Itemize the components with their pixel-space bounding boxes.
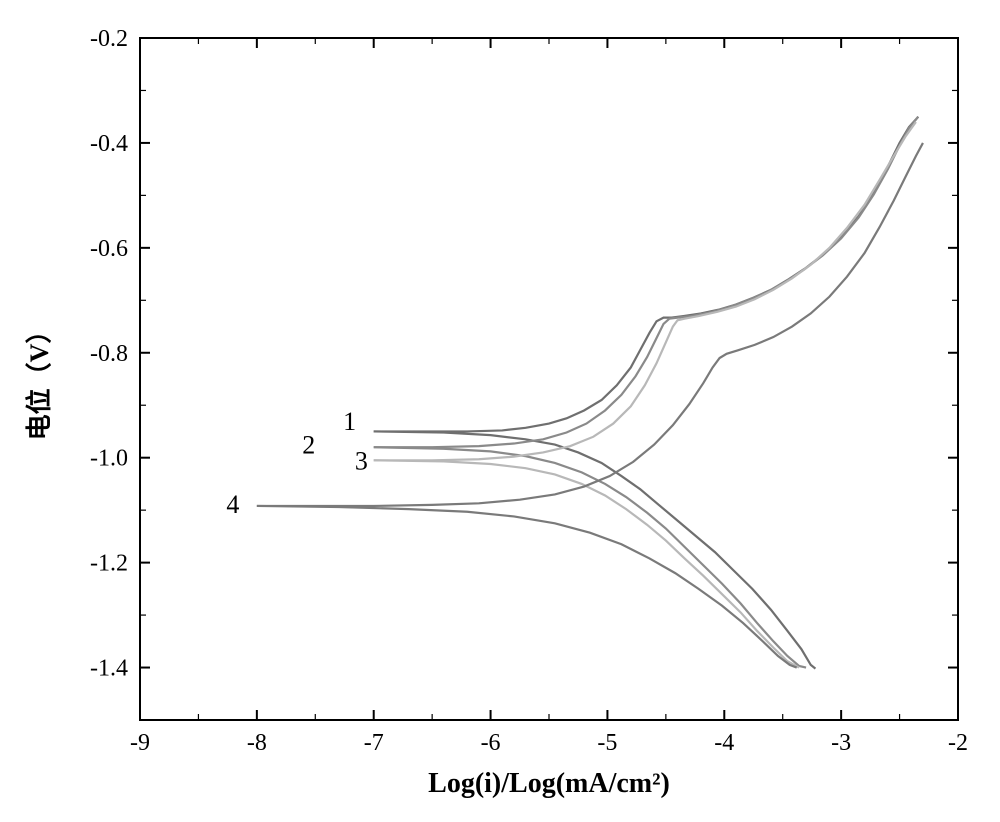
y-tick-label: -0.6: [90, 236, 128, 262]
y-tick-label: -1.2: [90, 551, 128, 577]
y-tick-label: -0.2: [90, 26, 128, 52]
y-tick-label: -0.8: [90, 341, 128, 367]
y-tick-label: -1.0: [90, 446, 128, 472]
x-tick-label: -5: [597, 730, 617, 756]
tafel-plot: -9 -8 -7 -6 -5 -4 -3 -2 -0.2 -0.4 -0.6 -0.8 -1.0 -1.…: [0, 0, 1000, 822]
y-tick-label: -1.4: [90, 656, 128, 682]
series-1: [374, 431, 816, 668]
series-label-3: 3: [355, 446, 368, 475]
x-tick-label: -4: [714, 730, 734, 756]
series-label-2: 2: [302, 431, 315, 460]
x-tick-label: -2: [948, 730, 968, 756]
x-axis-title: Log(i)/Log(mA/cm²): [428, 768, 670, 799]
series-2: [374, 447, 806, 667]
x-tick-label: -9: [130, 730, 150, 756]
series-3: [374, 460, 799, 667]
y-axis-title: 电位（V）: [24, 318, 54, 441]
x-tick-label: -6: [481, 730, 501, 756]
series-2: [374, 117, 919, 448]
series-label-4: 4: [226, 490, 239, 519]
series-label-1: 1: [343, 407, 356, 436]
x-tick-label: -7: [364, 730, 384, 756]
x-tick-label: -8: [247, 730, 267, 756]
x-tick-label: -3: [831, 730, 851, 756]
y-tick-label: -0.4: [90, 131, 128, 157]
